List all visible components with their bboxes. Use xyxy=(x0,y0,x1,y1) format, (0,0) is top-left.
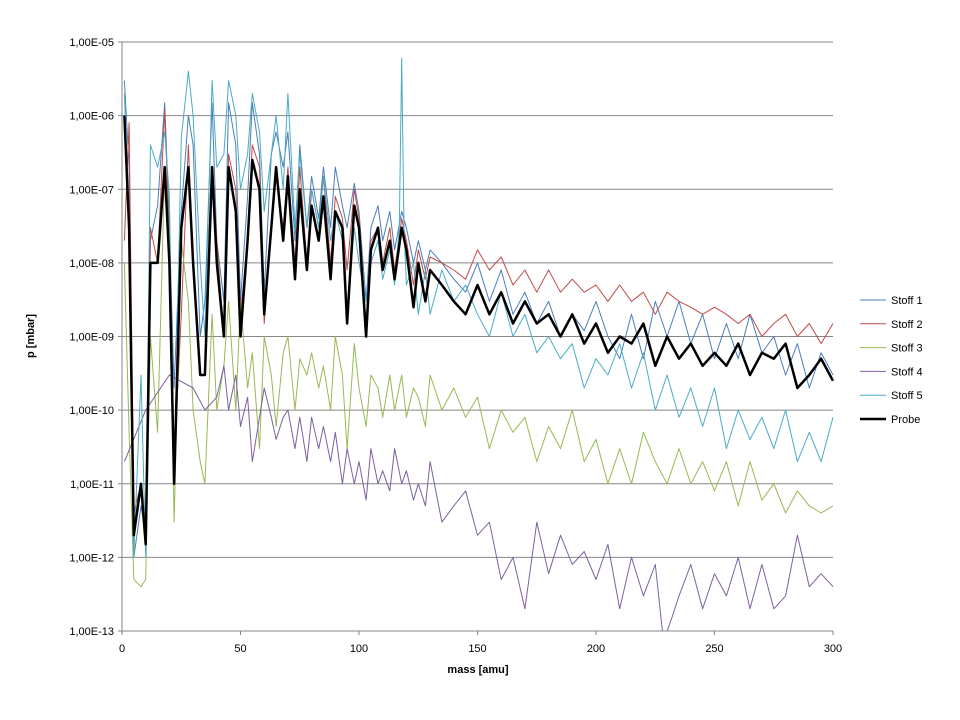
series-line-stoff-5 xyxy=(123,57,834,558)
series-line-probe xyxy=(123,115,835,546)
legend-label-stoff-1: Stoff 1 xyxy=(891,295,923,307)
x-tick-labels: 0 50 100 150 200 250 300 xyxy=(119,643,842,655)
y-tick-label: 1,00E-06 xyxy=(69,111,114,123)
legend-label-stoff-2: Stoff 2 xyxy=(891,319,923,331)
y-tick-label: 1,00E-09 xyxy=(69,332,114,344)
x-tick-label: 0 xyxy=(119,643,125,655)
x-tick-label: 50 xyxy=(234,643,246,655)
series-line-stoff-1 xyxy=(123,80,834,558)
legend-label-stoff-3: Stoff 3 xyxy=(891,343,923,355)
x-tick-label: 250 xyxy=(705,643,723,655)
x-tick-label: 300 xyxy=(824,643,842,655)
y-tick-label: 1,00E-07 xyxy=(69,184,114,196)
legend: Stoff 1 Stoff 2 Stoff 3 Stoff 4 Stoff 5 Probe xyxy=(860,295,923,426)
legend-label-stoff-5: Stoff 5 xyxy=(891,390,923,402)
x-tick-label: 150 xyxy=(468,643,486,655)
series-line-stoff-3 xyxy=(123,166,834,588)
y-tick-label: 1,00E-10 xyxy=(69,405,114,417)
x-tick-label: 200 xyxy=(587,643,605,655)
y-tick-label: 1,00E-08 xyxy=(69,258,114,270)
y-tick-label: 1,00E-05 xyxy=(69,37,114,49)
legend-label-stoff-4: Stoff 4 xyxy=(891,366,923,378)
legend-label-probe: Probe xyxy=(891,414,920,426)
y-axis-title: p [mbar] xyxy=(25,314,37,358)
y-tick-labels: 1,00E-13 1,00E-12 1,00E-11 1,00E-10 1,00E-09… xyxy=(69,37,114,638)
x-tick-label: 100 xyxy=(350,643,368,655)
y-tick-label: 1,00E-12 xyxy=(69,552,114,564)
series-lines xyxy=(123,57,835,632)
axes xyxy=(121,42,833,632)
y-tick-label: 1,00E-11 xyxy=(70,479,114,491)
y-tick-label: 1,00E-13 xyxy=(69,626,114,638)
series-line-stoff-4 xyxy=(123,365,834,632)
x-axis-title: mass [amu] xyxy=(447,664,508,676)
